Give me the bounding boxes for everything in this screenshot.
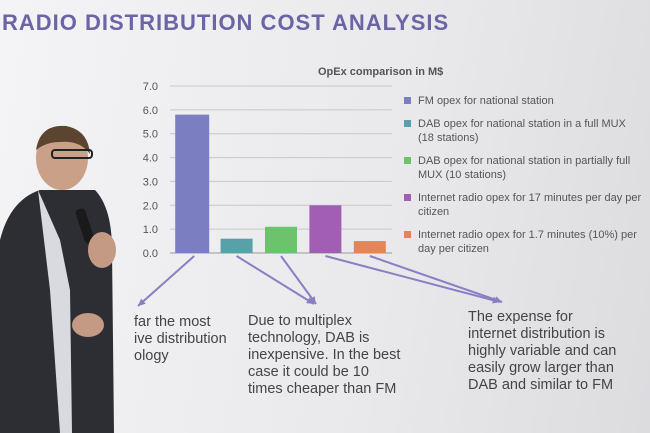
note-line: highly variable and can [468,343,617,359]
y-axis-ticks: 0.0 1.0 2.0 3.0 4.0 5.0 6.0 7.0 [143,81,158,260]
legend-item: DAB opex for national station in a full … [400,117,650,145]
legend-label: FM opex for national station [418,95,554,107]
bar [353,241,386,253]
note-line: DAB and similar to FM [468,377,614,393]
note-right: The expense for internet distribution is h… [468,309,616,394]
legend-item: FM opex for national station [400,94,650,108]
note-line: ive distribution [134,331,227,347]
arrow-head [494,296,502,303]
annotation-arrows [137,255,503,307]
chart-title: OpEx comparison in M$ [318,66,444,78]
note-left: far the most ive distribution ology [134,314,227,365]
chart-legend: FM opex for national station DAB opex for… [400,94,650,265]
annotation-arrow [325,255,501,303]
y-tick-label: 6.0 [143,105,158,117]
annotation-arrow [137,255,195,307]
legend-swatch [404,120,411,127]
note-line: times cheaper than FM [248,381,397,397]
y-tick-label: 0.0 [143,248,158,260]
y-tick-label: 1.0 [143,224,158,236]
y-tick-label: 7.0 [143,81,158,93]
note-line: easily grow larger than [468,360,614,376]
legend-item: DAB opex for national station in partial… [400,154,650,182]
y-tick-label: 5.0 [143,129,158,141]
note-middle: Due to multiplex technology, DAB is inexpe… [248,313,400,398]
legend-label: citizen [418,206,450,218]
legend-label: MUX (10 stations) [418,169,507,181]
annotation-arrow [369,255,503,303]
note-line: The expense for [468,309,573,325]
legend-item: Internet radio opex for 1.7 minutes (10%… [400,228,650,256]
note-line: inexpensive. In the best [248,347,401,363]
legend-label: DAB opex for national station in a full … [418,118,626,130]
bar [309,205,342,253]
legend-label: day per citizen [418,243,489,255]
slide-title: RADIO DISTRIBUTION COST ANALYSIS [2,10,450,35]
legend-swatch [404,157,411,164]
arrow-head [308,296,316,304]
note-line: internet distribution is [468,326,606,342]
note-line: Due to multiplex [248,313,352,329]
note-line: technology, DAB is [248,330,370,346]
legend-swatch [404,97,411,104]
bar [175,114,210,253]
y-tick-label: 2.0 [143,200,158,212]
presenter-figure [0,125,116,433]
legend-item: Internet radio opex for 17 minutes per d… [400,191,650,219]
note-line: far the most [134,314,211,330]
legend-label: (18 stations) [418,132,479,144]
legend-label: Internet radio opex for 1.7 minutes (10%… [418,229,637,241]
note-line: ology [134,348,169,364]
legend-label: DAB opex for national station in partial… [418,155,631,167]
annotation-arrow [280,255,317,305]
y-tick-label: 4.0 [143,153,158,165]
legend-label: Internet radio opex for 17 minutes per d… [418,192,642,204]
legend-swatch [404,231,411,238]
note-line: case it could be 10 [248,364,369,380]
arrow-head [138,298,146,306]
legend-swatch [404,194,411,201]
chart-bars [175,114,386,253]
y-tick-label: 3.0 [143,176,158,188]
bar [220,238,253,253]
bar [265,226,297,253]
annotation-arrow [236,255,315,305]
